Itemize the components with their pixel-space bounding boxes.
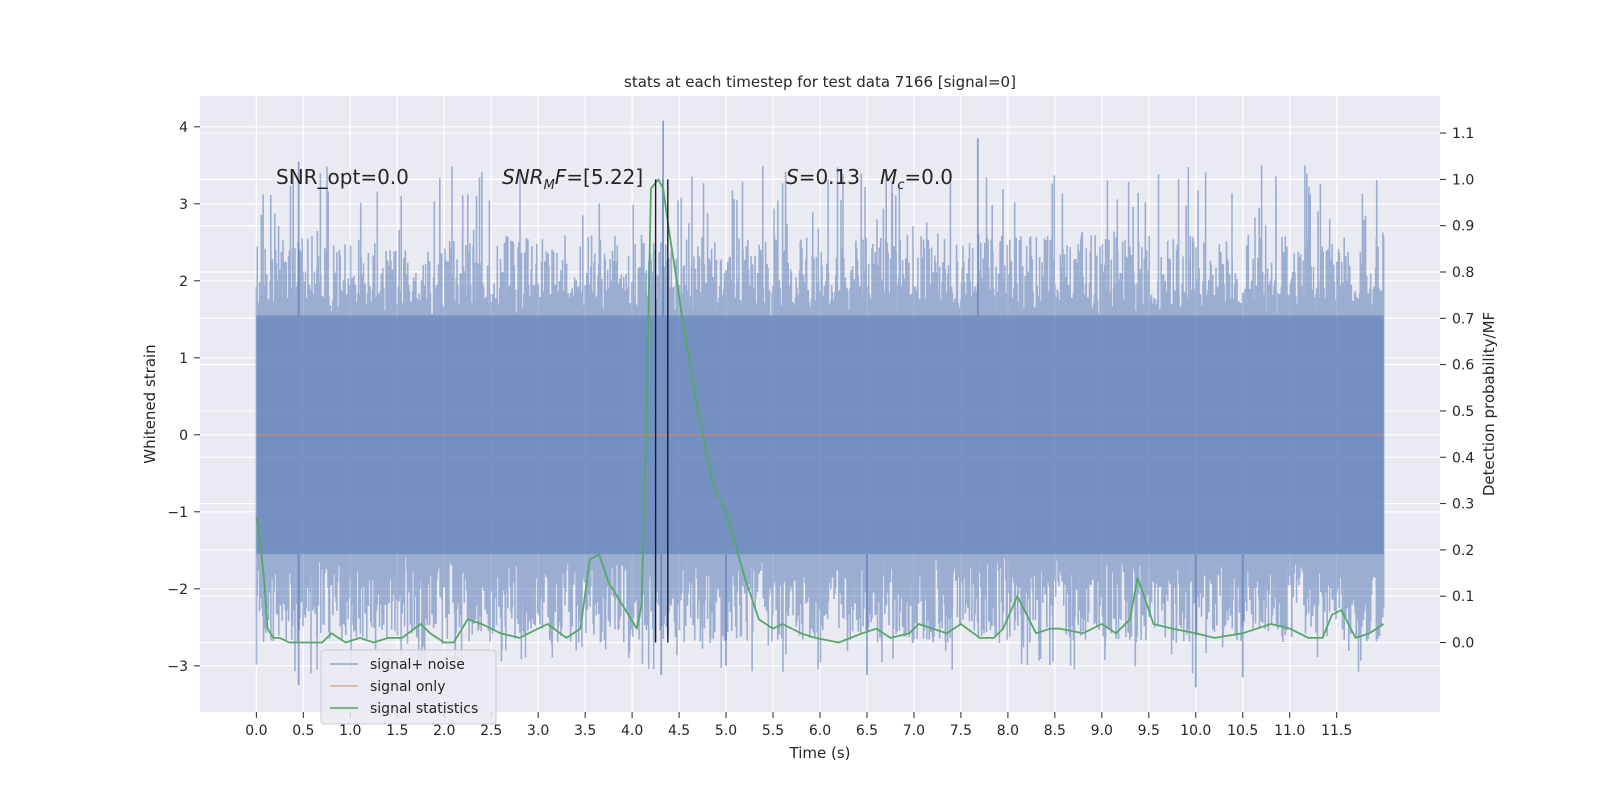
legend-box: [320, 649, 497, 725]
y2-tick-label-6: 0.5: [1452, 404, 1474, 420]
annotation-snr-mf-rest-f: F: [555, 165, 567, 189]
x-axis-label: Time (s): [789, 744, 851, 762]
annotation-mc-sub: c: [897, 178, 904, 193]
y2-tick-label-8: 0.3: [1452, 497, 1474, 513]
y-tick-label-7: −3: [167, 659, 188, 675]
x-tick-label-17: 8.5: [1044, 723, 1066, 739]
annotation-s-rest: =0.13: [799, 165, 860, 189]
y-tick-label-0: 4: [179, 120, 188, 136]
x-tick-label-2: 1.0: [339, 723, 361, 739]
x-tick-label-20: 10.0: [1180, 723, 1211, 739]
legend: signal+ noise signal only signal statist…: [320, 649, 497, 725]
series-signal-statistics: [255, 178, 1385, 644]
legend-label-signal-only: signal only: [370, 679, 445, 695]
x-tick-label-16: 8.0: [997, 723, 1019, 739]
x-axis-ticks: 0.0 0.5 1.0 1.5 2.0 2.5 3.0 3.5 4.0 4.5 5.0 5.5 6.0 6…: [245, 712, 1352, 739]
annotation-s-stat: S=0.13: [786, 165, 860, 189]
legend-label-signal-statistics: signal statistics: [370, 701, 478, 717]
x-tick-label-19: 9.5: [1138, 723, 1160, 739]
x-tick-label-21: 10.5: [1227, 723, 1258, 739]
y-tick-label-4: 0: [179, 428, 188, 444]
annotation-snr-mf-rest: =[5.22]: [566, 165, 643, 189]
y-tick-label-5: −1: [167, 505, 188, 521]
y2-tick-label-4: 0.7: [1452, 311, 1474, 327]
y2-tick-label-11: 0.0: [1452, 636, 1474, 652]
y-axis-ticks: 4 3 2 1 0 −1 −2 −3: [167, 120, 200, 675]
annotation-mc-rest: =0.0: [904, 165, 953, 189]
x-tick-label-23: 11.5: [1321, 723, 1352, 739]
x-tick-label-5: 2.5: [480, 723, 502, 739]
y2-tick-label-0: 1.1: [1452, 126, 1474, 142]
annotation-snr-mf-sub: M: [544, 178, 555, 193]
y2-tick-label-7: 0.4: [1452, 450, 1474, 466]
chart-title: stats at each timestep for test data 716…: [624, 73, 1016, 91]
annotation-s-italic: S: [786, 165, 799, 189]
y-tick-label-2: 2: [179, 274, 188, 290]
y-tick-label-6: −2: [167, 582, 188, 598]
x-tick-label-6: 3.0: [527, 723, 549, 739]
y2-axis-label: Detection probability/MF: [1480, 312, 1498, 496]
y2-tick-label-9: 0.2: [1452, 543, 1474, 559]
y-axis-label: Whitened strain: [141, 344, 159, 463]
y2-tick-label-1: 1.0: [1452, 172, 1474, 188]
x-tick-label-8: 4.0: [621, 723, 643, 739]
y-tick-label-3: 1: [179, 351, 188, 367]
x-tick-label-12: 6.0: [809, 723, 831, 739]
x-tick-label-1: 0.5: [292, 723, 314, 739]
vlines: [654, 179, 669, 643]
x-tick-label-18: 9.0: [1091, 723, 1113, 739]
annotation-snr-mf-main: SNR: [502, 165, 544, 189]
y2-tick-label-5: 0.6: [1452, 358, 1474, 374]
annotation-mc: Mc=0.0: [880, 165, 953, 193]
x-tick-label-13: 6.5: [856, 723, 878, 739]
x-tick-label-15: 7.5: [950, 723, 972, 739]
annotation-mc-italic: M: [880, 165, 897, 189]
x-tick-label-7: 3.5: [574, 723, 596, 739]
x-tick-label-9: 4.5: [668, 723, 690, 739]
x-tick-label-0: 0.0: [245, 723, 267, 739]
annotation-snr-opt: SNR_opt=0.0: [276, 165, 409, 189]
x-tick-label-10: 5.0: [715, 723, 737, 739]
legend-label-signal-noise: signal+ noise: [370, 657, 465, 673]
annotation-snr-mf: SNRMF=[5.22]: [502, 165, 643, 193]
y2-axis-ticks: 1.1 1.0 0.9 0.8 0.7 0.6 0.5 0.4 0.3 0.2 0.1 0.0: [1440, 126, 1474, 652]
x-tick-label-11: 5.5: [762, 723, 784, 739]
x-tick-label-22: 11.0: [1274, 723, 1305, 739]
y2-tick-label-2: 0.9: [1452, 219, 1474, 235]
x-tick-label-4: 2.0: [433, 723, 455, 739]
y-tick-label-1: 3: [179, 197, 188, 213]
x-tick-label-3: 1.5: [386, 723, 408, 739]
y2-tick-label-3: 0.8: [1452, 265, 1474, 281]
signal-statistics-line: [255, 178, 1385, 644]
y2-tick-label-10: 0.1: [1452, 589, 1474, 605]
x-tick-label-14: 7.0: [903, 723, 925, 739]
